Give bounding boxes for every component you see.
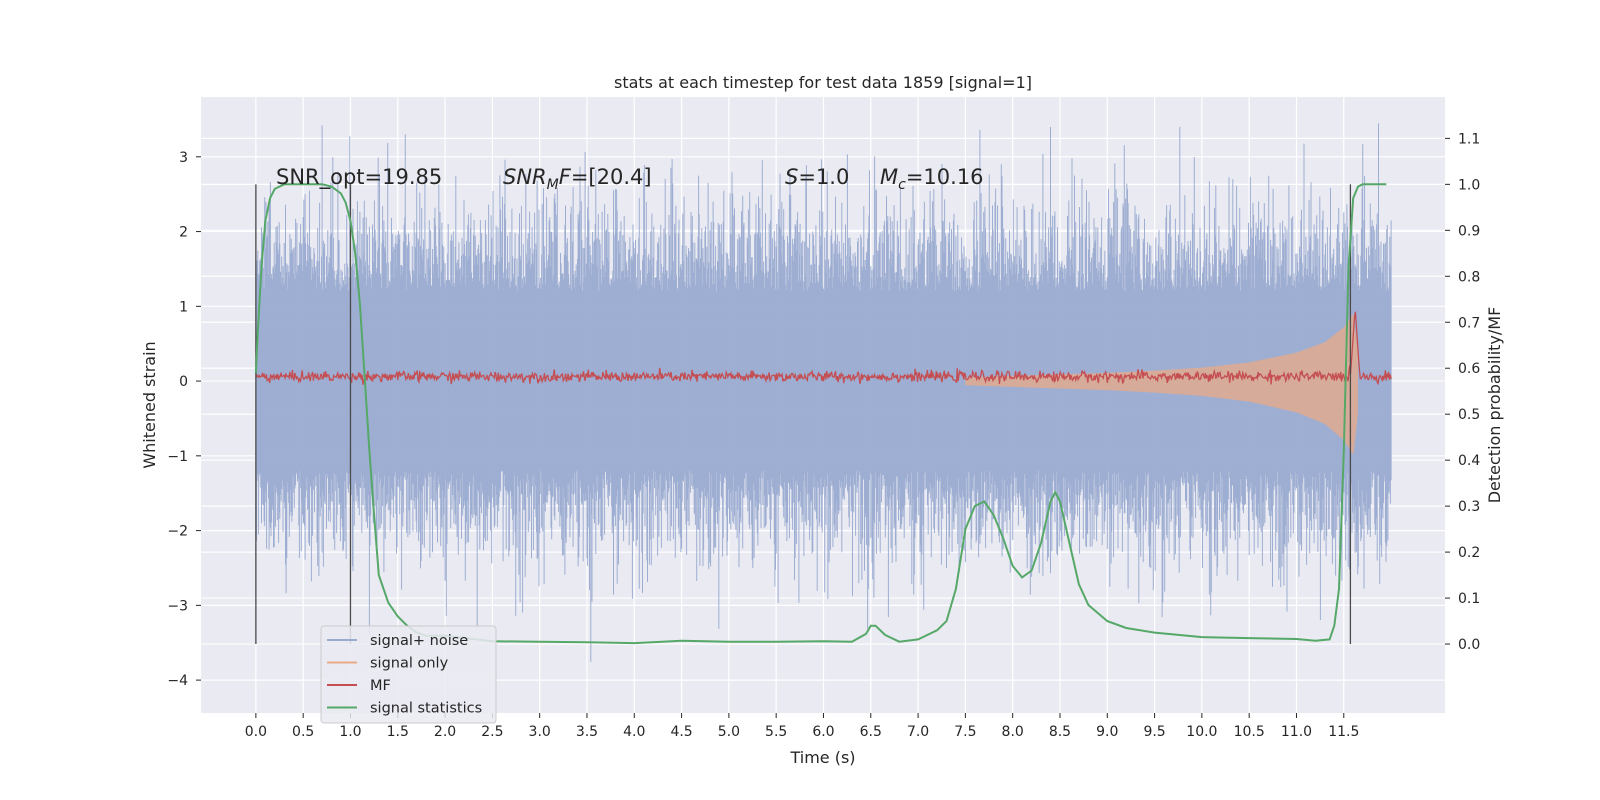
mc-name: M <box>880 165 898 189</box>
s-value: =1.0 <box>798 165 849 189</box>
legend-label: MF <box>370 678 391 694</box>
y2-tick-label: 0.2 <box>1458 545 1480 561</box>
x-tick-label: 6.5 <box>860 724 882 740</box>
y2-axis-label: Detection probability/MF <box>1485 307 1504 504</box>
vertical-markers <box>255 184 1352 645</box>
mc-value: =10.16 <box>906 165 984 189</box>
x-tick-label: 2.0 <box>434 724 456 740</box>
y2-tick-label: 0.8 <box>1458 269 1480 285</box>
y-tick-label: −2 <box>167 524 188 540</box>
x-tick-label: 10.5 <box>1234 724 1265 740</box>
y2-tick-label: 0.7 <box>1458 315 1480 331</box>
x-tick-label: 4.5 <box>670 724 692 740</box>
annotation-snr-mf: SNRMF=[20.4] <box>503 165 652 193</box>
y2-tick-label: 1.0 <box>1458 177 1480 193</box>
x-tick-label: 3.5 <box>576 724 598 740</box>
x-tick-label: 2.5 <box>481 724 503 740</box>
annotation-snr-opt: SNR_opt=19.85 <box>276 165 442 190</box>
x-tick-label: 4.0 <box>623 724 645 740</box>
y2-axis-ticks: 0.0 0.1 0.2 0.3 0.4 0.5 0.6 0.7 0.8 0.9 1.0 1.1 <box>1445 131 1480 653</box>
mf-series <box>255 311 1392 386</box>
x-tick-label: 9.5 <box>1143 724 1165 740</box>
y-tick-label: −3 <box>167 598 188 614</box>
x-tick-label: 11.0 <box>1281 724 1312 740</box>
y2-tick-label: 0.4 <box>1458 453 1480 469</box>
y-tick-label: 2 <box>179 225 188 241</box>
signal-statistics-line <box>254 183 1387 645</box>
snr-mf-name: SNR <box>503 165 547 189</box>
x-tick-label: 5.5 <box>765 724 787 740</box>
x-tick-label: 0.5 <box>292 724 314 740</box>
x-tick-label: 1.5 <box>387 724 409 740</box>
y2-tick-label: 0.1 <box>1458 591 1480 607</box>
mf-line <box>255 311 1392 386</box>
y-axis-label: Whitened strain <box>140 341 159 468</box>
snr-mf-value: =[20.4] <box>571 165 652 189</box>
x-tick-label: 3.0 <box>529 724 551 740</box>
signal-only-series <box>965 313 1358 456</box>
x-tick-label: 1.0 <box>339 724 361 740</box>
annotation-mc: Mc=10.16 <box>880 165 984 193</box>
annotation-s: S=1.0 <box>785 165 849 189</box>
snr-mf-tail: F <box>559 165 572 189</box>
x-tick-label: 7.0 <box>907 724 929 740</box>
x-tick-label: 5.0 <box>718 724 740 740</box>
y-tick-label: 0 <box>179 374 188 390</box>
legend-label: signal statistics <box>370 701 482 717</box>
signal-only-envelope <box>965 313 1358 456</box>
legend-label: signal+ noise <box>370 633 468 649</box>
x-axis-ticks: 0.0 0.5 1.0 1.5 2.0 2.5 3.0 3.5 4.0 4.5 5.0 5.5 6.0 6… <box>245 713 1359 740</box>
y2-tick-label: 0.6 <box>1458 361 1480 377</box>
x-tick-label: 7.5 <box>954 724 976 740</box>
x-tick-label: 11.5 <box>1328 724 1359 740</box>
x-tick-label: 6.0 <box>812 724 834 740</box>
y2-tick-label: 0.0 <box>1458 637 1480 653</box>
y2-tick-label: 0.9 <box>1458 223 1480 239</box>
y2-tick-label: 0.3 <box>1458 499 1480 515</box>
x-tick-label: 8.5 <box>1049 724 1071 740</box>
y-tick-label: 3 <box>179 150 188 166</box>
y2-tick-label: 1.1 <box>1458 131 1480 147</box>
legend-box <box>320 625 497 724</box>
y2-tick-label: 0.5 <box>1458 407 1480 423</box>
x-tick-label: 8.0 <box>1002 724 1024 740</box>
y-axis-ticks: 3 2 1 0 −1 −2 −3 −4 <box>167 150 201 689</box>
x-tick-label: 9.0 <box>1096 724 1118 740</box>
x-tick-label: 10.0 <box>1186 724 1217 740</box>
snr-mf-sub: M <box>547 177 559 193</box>
annotations: SNR_opt=19.85 SNRMF=[20.4] S=1.0 Mc=10.1… <box>276 165 984 193</box>
y-tick-label: −1 <box>167 449 188 465</box>
signal-statistics-series <box>254 183 1387 645</box>
x-axis-label: Time (s) <box>789 748 855 767</box>
legend-label: signal only <box>370 656 449 672</box>
legend: signal+ noise signal only MF signal statist… <box>320 625 497 724</box>
x-tick-label: 0.0 <box>245 724 267 740</box>
chart-title: stats at each timestep for test data 185… <box>614 73 1032 92</box>
mc-sub: c <box>898 177 906 193</box>
y-tick-label: −4 <box>167 673 188 689</box>
y-tick-label: 1 <box>179 299 188 315</box>
s-name: S <box>785 165 798 189</box>
